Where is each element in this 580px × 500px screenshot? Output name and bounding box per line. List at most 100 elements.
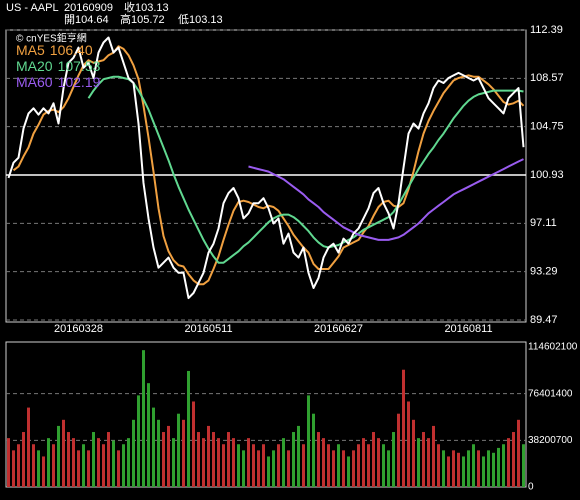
- volume-bar: [62, 419, 65, 487]
- volume-bar: [327, 444, 330, 487]
- volume-bar: [472, 444, 475, 487]
- volume-bar: [97, 438, 100, 487]
- price-line: [12, 45, 525, 286]
- volume-bar: [372, 432, 375, 487]
- volume-bar: [222, 444, 225, 487]
- volume-bar: [22, 432, 25, 487]
- volume-bar: [282, 438, 285, 487]
- price-line: [7, 36, 525, 300]
- date: 20160909: [64, 2, 113, 14]
- y-tick-label: 108.57: [530, 72, 564, 84]
- x-tick-label: 20160627: [314, 323, 363, 335]
- volume-bar: [402, 369, 405, 487]
- volume-bar: [302, 444, 305, 487]
- volume-bar: [407, 401, 410, 487]
- volume-bar: [432, 425, 435, 487]
- volume-bar: [17, 444, 20, 487]
- volume-bar: [102, 444, 105, 487]
- volume-bar: [52, 444, 55, 487]
- volume-bar: [147, 383, 150, 487]
- price-line: [248, 158, 524, 241]
- volume-bar: [227, 432, 230, 487]
- volume-bar: [172, 438, 175, 487]
- volume-bar: [417, 438, 420, 487]
- volume-bar: [392, 432, 395, 487]
- volume-bar: [457, 452, 460, 487]
- y-tick-label: 100.93: [530, 169, 564, 181]
- legend-entry: MA20 107.53: [16, 58, 101, 74]
- volume-bar: [137, 395, 140, 487]
- volume-bar: [502, 444, 505, 487]
- legend-value: 106.40: [50, 42, 93, 58]
- volume-bar: [257, 450, 260, 487]
- volume-bar: [362, 438, 365, 487]
- volume-bar: [7, 438, 10, 487]
- volume-bar: [437, 444, 440, 487]
- volume-bar: [267, 456, 270, 487]
- y-tick-label: 76401400: [528, 388, 573, 399]
- volume-bar: [132, 419, 135, 487]
- volume-bar: [312, 413, 315, 487]
- volume-bar: [57, 425, 60, 487]
- volume-bar: [177, 413, 180, 487]
- volume-bar: [497, 447, 500, 487]
- legend-value: 102.19: [58, 74, 101, 90]
- volume-bar: [412, 419, 415, 487]
- volume-bar: [442, 450, 445, 487]
- volume-bar: [427, 438, 430, 487]
- volume-bar: [332, 450, 335, 487]
- volume-bar: [167, 425, 170, 487]
- open-price: 開104.64: [64, 13, 109, 26]
- y-tick-label: 38200700: [528, 435, 573, 446]
- legend-name: MA5: [16, 42, 45, 58]
- volume-bar: [117, 450, 120, 487]
- volume-bar: [337, 444, 340, 487]
- y-tick-label: 114602100: [528, 342, 578, 353]
- volume-bar: [462, 456, 465, 487]
- volume-bar: [92, 432, 95, 487]
- volume-bar: [217, 438, 220, 487]
- volume-bar: [242, 450, 245, 487]
- y-tick-label: 89.47: [530, 314, 558, 326]
- volume-frame: [5, 341, 527, 488]
- volume-bar: [127, 438, 130, 487]
- volume-bar: [27, 407, 30, 487]
- volume-bar: [447, 456, 450, 487]
- volume-bar: [292, 432, 295, 487]
- volume-bar: [82, 444, 85, 487]
- low-price: 低103.13: [178, 13, 223, 26]
- x-tick-label: 20160511: [184, 323, 232, 335]
- y-tick-label: 97.11: [530, 217, 557, 229]
- price-line: [87, 75, 524, 264]
- volume-bar: [32, 444, 35, 487]
- volume-bar: [307, 395, 310, 487]
- volume-bar: [387, 450, 390, 487]
- legend-entry: MA60 102.19: [16, 74, 101, 90]
- x-tick-label: 20160328: [54, 323, 103, 335]
- volume-bar: [367, 444, 370, 487]
- volume-bar: [322, 438, 325, 487]
- volume-bar: [492, 452, 495, 487]
- volume-bar: [212, 432, 215, 487]
- y-tick-label: 93.29: [530, 266, 558, 278]
- y-tick-label: 112.39: [530, 24, 563, 36]
- volume-bar: [187, 370, 190, 487]
- volume-bar: [182, 419, 185, 487]
- volume-bar: [72, 438, 75, 487]
- y-tick-label: 0: [528, 482, 534, 493]
- volume-bar: [467, 450, 470, 487]
- volume-bar: [262, 444, 265, 487]
- volume-bar: [352, 450, 355, 487]
- volume-bar: [247, 438, 250, 487]
- volume-bar: [252, 444, 255, 487]
- volume-bar: [37, 450, 40, 487]
- volume-bar: [287, 450, 290, 487]
- volume-bar: [277, 444, 280, 487]
- volume-bar: [107, 432, 110, 487]
- volume-bar: [47, 438, 50, 487]
- watermark: © cnYES鉅亨網: [16, 32, 87, 45]
- volume-bar: [517, 419, 520, 487]
